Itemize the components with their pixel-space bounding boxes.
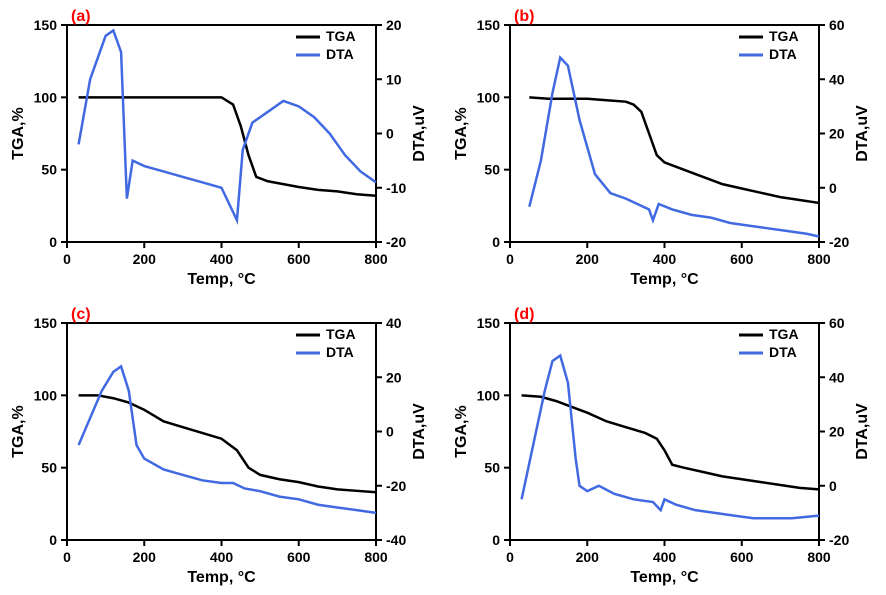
y-tick-label-right: -20	[829, 234, 849, 250]
y-axis-label-left: TGA,%	[10, 107, 27, 159]
y-tick-label-left: 100	[34, 387, 58, 403]
y-tick-label-right: -20	[829, 532, 849, 548]
y-axis-label-left: TGA,%	[453, 405, 470, 457]
y-tick-label-right: 20	[386, 17, 402, 33]
legend-label-dta: DTA	[326, 344, 354, 360]
y-tick-label-right: 0	[829, 180, 837, 196]
x-tick-label: 0	[63, 251, 71, 267]
x-tick-label: 200	[576, 251, 600, 267]
y-tick-label-left: 0	[492, 234, 500, 250]
y-axis-label-right: DTA,uV	[854, 402, 871, 459]
panel-label: (b)	[514, 8, 534, 25]
x-tick-label: 800	[364, 549, 388, 565]
y-tick-label-right: 0	[386, 423, 394, 439]
legend-label-dta: DTA	[769, 46, 797, 62]
y-tick-label-right: 20	[829, 423, 845, 439]
y-tick-label-right: -40	[386, 532, 406, 548]
legend-label-tga: TGA	[326, 326, 356, 342]
y-tick-label-right: -20	[386, 234, 406, 250]
x-tick-label: 200	[133, 549, 157, 565]
legend-label-tga: TGA	[769, 28, 799, 44]
y-tick-label-left: 0	[492, 532, 500, 548]
y-tick-label-left: 150	[34, 17, 58, 33]
x-axis-label: Temp, °C	[187, 569, 256, 586]
y-tick-label-left: 100	[477, 89, 501, 105]
y-tick-label-right: 40	[829, 369, 845, 385]
x-tick-label: 400	[210, 549, 234, 565]
y-tick-label-right: 10	[386, 71, 402, 87]
y-tick-label-left: 150	[477, 315, 501, 331]
y-tick-label-left: 50	[41, 162, 57, 178]
panel-label: (c)	[71, 306, 91, 323]
y-tick-label-left: 100	[34, 89, 58, 105]
panel-a: 0 200 400 600 800 0 50 100 150 -20 -10 0 10 20 Temp, °…	[5, 5, 438, 293]
x-tick-label: 600	[287, 251, 311, 267]
x-axis-label: Temp, °C	[630, 271, 699, 288]
x-axis-label: Temp, °C	[630, 569, 699, 586]
y-tick-label-left: 150	[477, 17, 501, 33]
y-tick-label-right: 40	[829, 71, 845, 87]
y-axis-label-right: DTA,uV	[411, 402, 428, 459]
x-tick-label: 0	[506, 251, 514, 267]
y-axis-label-right: DTA,uV	[854, 105, 871, 162]
y-tick-label-right: 0	[386, 126, 394, 142]
y-tick-label-left: 50	[41, 459, 57, 475]
chart-grid: 0200400600800050100150-20-1001020Temp, °…	[0, 0, 886, 595]
tga-curve	[529, 97, 819, 203]
panel-c: 0 200 400 600 800 0 50 100 150 -40 -20 0 20 40 Temp, °…	[5, 303, 438, 591]
x-tick-label: 400	[653, 251, 677, 267]
y-tick-label-left: 0	[49, 234, 57, 250]
x-tick-label: 800	[364, 251, 388, 267]
x-tick-label: 400	[210, 251, 234, 267]
dta-curve	[79, 366, 376, 512]
legend-label-tga: TGA	[769, 326, 799, 342]
x-tick-label: 600	[287, 549, 311, 565]
y-tick-label-left: 150	[34, 315, 58, 331]
tga-curve	[522, 395, 819, 489]
y-tick-label-left: 100	[477, 387, 501, 403]
y-axis-label-right: DTA,uV	[411, 105, 428, 162]
y-tick-label-right: 20	[386, 369, 402, 385]
x-tick-label: 400	[653, 549, 677, 565]
y-tick-label-right: 40	[386, 315, 402, 331]
x-tick-label: 0	[506, 549, 514, 565]
y-tick-label-right: -20	[386, 477, 406, 493]
panel-label: (a)	[71, 8, 91, 25]
y-tick-label-right: 0	[829, 477, 837, 493]
y-tick-label-right: 60	[829, 17, 845, 33]
x-tick-label: 200	[133, 251, 157, 267]
x-tick-label: 200	[576, 549, 600, 565]
tga-curve	[79, 395, 376, 492]
dta-curve	[529, 58, 819, 237]
y-tick-label-left: 0	[49, 532, 57, 548]
y-tick-label-right: 20	[829, 126, 845, 142]
y-axis-label-left: TGA,%	[453, 107, 470, 159]
x-tick-label: 600	[730, 549, 754, 565]
x-tick-label: 800	[807, 251, 831, 267]
x-tick-label: 600	[730, 251, 754, 267]
y-axis-label-left: TGA,%	[10, 405, 27, 457]
dta-curve	[522, 355, 819, 518]
x-tick-label: 0	[63, 549, 71, 565]
x-tick-label: 800	[807, 549, 831, 565]
panel-label: (d)	[514, 306, 534, 323]
y-tick-label-right: -10	[386, 180, 406, 196]
y-tick-label-right: 60	[829, 315, 845, 331]
panel-b: 0 200 400 600 800 0 50 100 150 -20 0 20 40 60 Temp, °C…	[448, 5, 881, 293]
legend-label-tga: TGA	[326, 28, 356, 44]
panel-d: 0 200 400 600 800 0 50 100 150 -20 0 20 40 60 Temp, °C…	[448, 303, 881, 591]
y-tick-label-left: 50	[484, 459, 500, 475]
y-tick-label-left: 50	[484, 162, 500, 178]
legend-label-dta: DTA	[769, 344, 797, 360]
legend-label-dta: DTA	[326, 46, 354, 62]
x-axis-label: Temp, °C	[187, 271, 256, 288]
